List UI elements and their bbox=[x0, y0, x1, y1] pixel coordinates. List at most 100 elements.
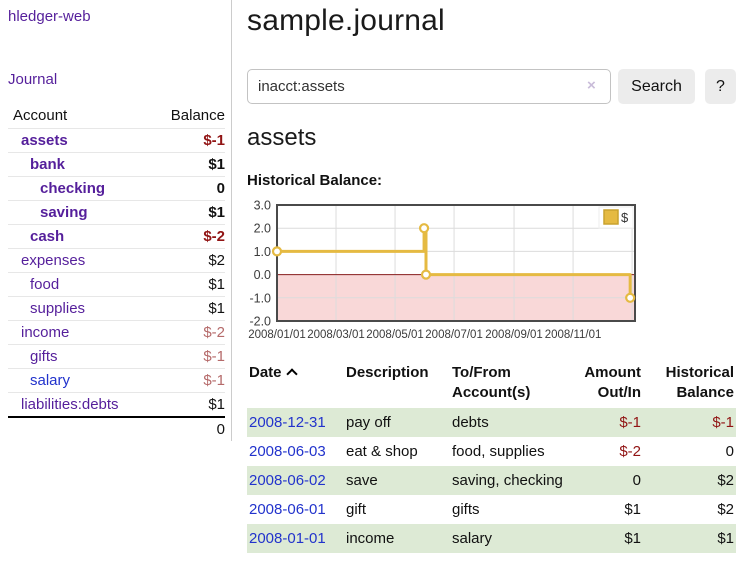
transaction-amount: $1 bbox=[624, 501, 641, 518]
transaction-balance: $2 bbox=[717, 472, 734, 489]
accounts-table: Account Balance assets $-1 bank $1 checking 0… bbox=[8, 102, 225, 441]
account-row: gifts $-1 bbox=[8, 344, 225, 368]
sidebar-account-link[interactable]: bank bbox=[30, 156, 66, 173]
svg-text:2008/05/01: 2008/05/01 bbox=[366, 329, 424, 341]
account-row: expenses $2 bbox=[8, 248, 225, 272]
svg-text:1.0: 1.0 bbox=[254, 245, 271, 259]
accounts-total-value: 0 bbox=[216, 421, 225, 438]
account-balance: $2 bbox=[208, 252, 225, 269]
transaction-balance: 0 bbox=[725, 443, 734, 460]
register-header-balance: Historical Balance bbox=[665, 364, 734, 401]
svg-text:2008/09/01: 2008/09/01 bbox=[485, 329, 543, 341]
sidebar-item-journal[interactable]: Journal bbox=[8, 71, 58, 88]
svg-text:2008/07/01: 2008/07/01 bbox=[425, 329, 483, 341]
transaction-accounts: saving, checking bbox=[452, 472, 563, 489]
accounts-total-row: 0 bbox=[8, 416, 225, 441]
register-row: 2008-01-01 income salary $1 $1 bbox=[247, 524, 736, 553]
accounts-header-balance: Balance bbox=[170, 106, 225, 124]
account-balance: $1 bbox=[208, 156, 225, 173]
account-row: checking 0 bbox=[8, 176, 225, 200]
transaction-date-link[interactable]: 2008-12-31 bbox=[249, 414, 326, 431]
register-row: 2008-06-01 gift gifts $1 $2 bbox=[247, 495, 736, 524]
transaction-description: income bbox=[346, 530, 395, 547]
accounts-rows: assets $-1 bank $1 checking 0 saving $1 cash $-2 e… bbox=[8, 128, 225, 416]
accounts-table-header: Account Balance bbox=[8, 102, 225, 128]
page-title: sample.journal bbox=[247, 4, 445, 37]
register-header-amount: Amount Out/In bbox=[584, 364, 641, 401]
account-balance: $1 bbox=[208, 204, 225, 221]
transaction-description: pay off bbox=[346, 414, 391, 431]
svg-text:-2.0: -2.0 bbox=[249, 315, 271, 329]
transaction-balance: $2 bbox=[717, 501, 734, 518]
account-row: salary $-1 bbox=[8, 368, 225, 392]
account-row: supplies $1 bbox=[8, 296, 225, 320]
transaction-balance: $-1 bbox=[712, 414, 734, 431]
search-button[interactable]: Search bbox=[618, 69, 695, 104]
sidebar-account-link[interactable]: assets bbox=[21, 132, 68, 149]
register-tbody: 2008-12-31 pay off debts $-1 $-1 2008-06-03 ea… bbox=[247, 408, 736, 553]
transaction-balance: $1 bbox=[717, 530, 734, 547]
svg-text:2008/01/01: 2008/01/01 bbox=[248, 329, 306, 341]
svg-text:2008/11/01: 2008/11/01 bbox=[545, 329, 602, 341]
sidebar-account-link[interactable]: supplies bbox=[30, 300, 86, 317]
transaction-accounts: gifts bbox=[452, 501, 480, 518]
sidebar-account-link[interactable]: income bbox=[21, 324, 70, 341]
sidebar-account-link[interactable]: liabilities:debts bbox=[21, 396, 119, 413]
account-balance: $-1 bbox=[203, 372, 225, 389]
sidebar-account-link[interactable]: saving bbox=[40, 204, 88, 221]
svg-text:2.0: 2.0 bbox=[254, 222, 271, 236]
account-row: assets $-1 bbox=[8, 128, 225, 152]
sidebar-account-link[interactable]: checking bbox=[40, 180, 106, 197]
register-row: 2008-06-03 eat & shop food, supplies $-2 0 bbox=[247, 437, 736, 466]
account-balance: $-2 bbox=[203, 324, 225, 341]
transaction-amount: 0 bbox=[632, 472, 641, 489]
account-balance: $1 bbox=[208, 300, 225, 317]
account-row: food $1 bbox=[8, 272, 225, 296]
main-content: sample.journal × Search ? assets Histori… bbox=[247, 0, 736, 553]
register-table: Date Description To/From Account(s) Amou… bbox=[247, 360, 736, 553]
register-row: 2008-12-31 pay off debts $-1 $-1 bbox=[247, 408, 736, 437]
transaction-date-link[interactable]: 2008-06-03 bbox=[249, 443, 326, 460]
transaction-description: save bbox=[346, 472, 378, 489]
chart-heading: Historical Balance: bbox=[247, 172, 383, 189]
account-balance: $-1 bbox=[203, 348, 225, 365]
account-balance: $-2 bbox=[203, 228, 225, 245]
account-balance: $1 bbox=[208, 396, 225, 413]
account-balance: $1 bbox=[208, 276, 225, 293]
sidebar-account-link[interactable]: food bbox=[30, 276, 60, 293]
register-header-date[interactable]: Date bbox=[247, 360, 344, 408]
transaction-amount: $-1 bbox=[619, 414, 641, 431]
transaction-date-link[interactable]: 2008-06-01 bbox=[249, 501, 326, 518]
account-row: cash $-2 bbox=[8, 224, 225, 248]
svg-text:-1.0: -1.0 bbox=[249, 291, 271, 305]
search-input[interactable] bbox=[247, 69, 611, 104]
transaction-accounts: salary bbox=[452, 530, 493, 547]
historical-balance-chart: 3.0 2.0 1.0 0.0 -1.0 -2.0 2008/01/01 2008/03/01… bbox=[247, 198, 736, 344]
account-balance: $-1 bbox=[203, 132, 225, 149]
transaction-date-link[interactable]: 2008-06-02 bbox=[249, 472, 326, 489]
svg-text:2008/03/01: 2008/03/01 bbox=[307, 329, 365, 341]
svg-text:3.0: 3.0 bbox=[254, 199, 271, 213]
search-bar: × Search ? bbox=[247, 69, 736, 104]
register-row: 2008-06-02 save saving, checking 0 $2 bbox=[247, 466, 736, 495]
sort-asc-icon bbox=[285, 368, 298, 380]
sidebar-account-link[interactable]: gifts bbox=[30, 348, 58, 365]
app-brand-link[interactable]: hledger-web bbox=[8, 8, 91, 25]
sidebar: hledger-web Journal Account Balance asse… bbox=[0, 0, 232, 441]
account-row: income $-2 bbox=[8, 320, 225, 344]
svg-text:0.0: 0.0 bbox=[254, 268, 271, 282]
transaction-description: eat & shop bbox=[346, 443, 418, 460]
account-balance: 0 bbox=[216, 180, 225, 197]
transaction-amount: $-2 bbox=[619, 443, 641, 460]
sidebar-account-link[interactable]: salary bbox=[30, 372, 71, 389]
register-header-description: Description bbox=[346, 364, 429, 381]
search-help-button[interactable]: ? bbox=[705, 69, 736, 104]
register-header-row: Date Description To/From Account(s) Amou… bbox=[247, 360, 736, 408]
sidebar-account-link[interactable]: expenses bbox=[21, 252, 86, 269]
sidebar-account-link[interactable]: cash bbox=[30, 228, 65, 245]
clear-search-icon[interactable]: × bbox=[587, 77, 596, 94]
accounts-header-account: Account bbox=[13, 106, 68, 124]
transaction-date-link[interactable]: 2008-01-01 bbox=[249, 530, 326, 547]
account-heading: assets bbox=[247, 124, 317, 151]
